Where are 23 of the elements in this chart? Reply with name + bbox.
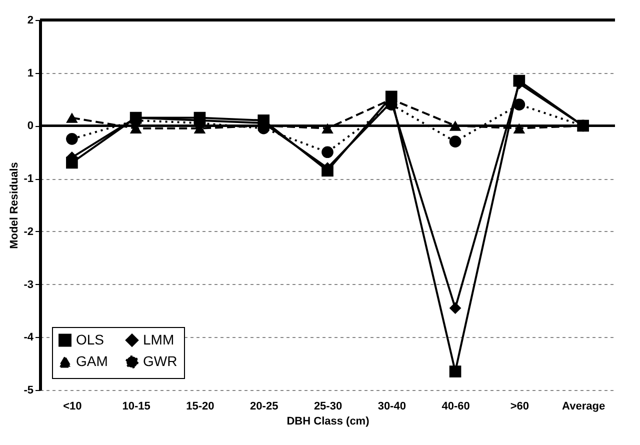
y-tick-label: -2 (24, 226, 34, 238)
y-tick-label: 2 (27, 14, 34, 26)
x-tick-label: <10 (63, 400, 82, 412)
x-tick-label: >60 (510, 400, 530, 412)
y-tick-label: 0 (27, 120, 34, 132)
legend-label: GWR (143, 353, 178, 369)
x-tick-label: Average (562, 400, 606, 412)
x-tick-label: 10-15 (122, 400, 150, 412)
x-tick-label: 15-20 (186, 400, 214, 412)
y-tick-label: -4 (24, 332, 34, 344)
x-axis-title: DBH Class (cm) (286, 416, 370, 428)
x-tick-label: 25-30 (314, 400, 342, 412)
y-axis-title: Model Residuals (8, 162, 21, 249)
legend-label: OLS (76, 331, 104, 348)
y-tick-label: 1 (27, 67, 34, 80)
legend-label: GAM (76, 353, 108, 369)
x-tick-label: 40-60 (442, 400, 470, 412)
legend-label: LMM (143, 331, 174, 348)
y-tick-label: -3 (24, 278, 34, 291)
x-tick-label: 30-40 (378, 400, 406, 412)
y-tick-label: -1 (24, 173, 34, 186)
x-tick-label: 20-25 (250, 400, 278, 412)
y-tick-label: -5 (24, 384, 34, 396)
